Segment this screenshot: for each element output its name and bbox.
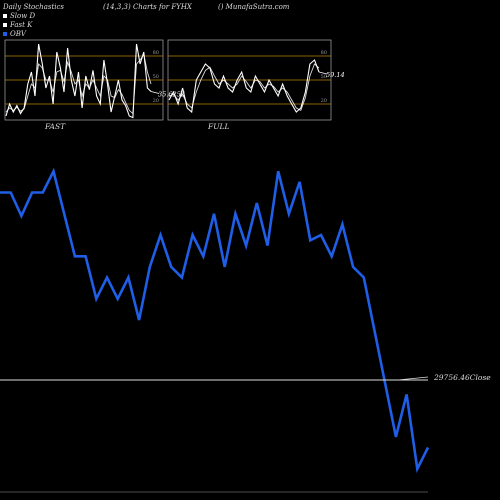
fast-last-value-label: 35.6256 — [158, 91, 185, 99]
fast-last-value-pointer — [150, 91, 160, 94]
full-level-label-80: 80 — [321, 50, 327, 56]
legend-label-fast-k: Fast K — [10, 21, 33, 29]
chart-title: Daily Stochastics — [3, 3, 65, 11]
legend-slow-d: Slow D — [3, 12, 35, 20]
chart-params: (14,3,3) Charts for FYHX — [103, 3, 192, 11]
fast-level-label-50: 50 — [153, 74, 159, 80]
fast-series-fast-k — [5, 43, 152, 119]
legend-obv: OBV — [3, 30, 26, 38]
full-series-slow-d — [168, 63, 320, 112]
full-last-value-pointer — [318, 71, 328, 75]
legend-fast-k: Fast K — [3, 21, 32, 29]
full-panel-title: FULL — [207, 122, 230, 131]
fast-panel-title: FAST — [44, 122, 66, 131]
legend-swatch-slow-d — [3, 14, 7, 18]
legend-swatch-fast-k — [3, 23, 7, 27]
obv-current-label: 29756.46Close — [433, 373, 491, 382]
fast-level-label-20: 20 — [153, 98, 159, 104]
full-level-label-20: 20 — [321, 98, 327, 104]
fast-series-slow-d — [5, 53, 152, 115]
full-last-value-label: 59.14 — [326, 71, 345, 79]
legend-swatch-obv — [3, 32, 7, 36]
full-level-label-50: 50 — [321, 74, 327, 80]
obv-series-line — [0, 167, 430, 474]
legend-label-obv: OBV — [10, 30, 26, 38]
fast-level-label-80: 80 — [153, 50, 159, 56]
chart-source: () MunafaSutra.com — [218, 3, 290, 11]
full-series-fast-k — [168, 59, 320, 114]
obv-current-pointer — [397, 376, 429, 381]
legend-label-slow-d: Slow D — [10, 12, 36, 20]
